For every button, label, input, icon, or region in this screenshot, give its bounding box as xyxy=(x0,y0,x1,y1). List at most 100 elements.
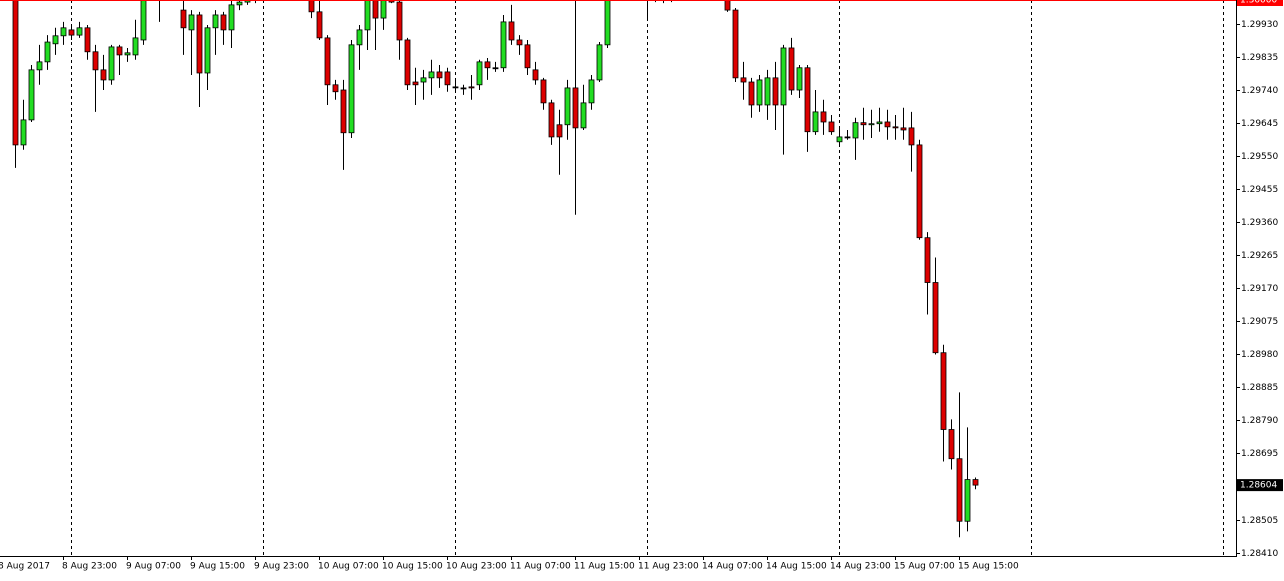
price-line-label-box xyxy=(1237,0,1283,6)
candle-body xyxy=(436,71,443,79)
last-price-label: 1.28604 xyxy=(1240,481,1277,491)
candle-body xyxy=(844,136,851,139)
x-tick-label: 8 Aug 2017 xyxy=(0,562,50,572)
candle-body xyxy=(332,84,339,93)
y-tick-label: 1.29835 xyxy=(1241,53,1278,63)
candle-body xyxy=(132,37,139,56)
y-tick-label: 1.28410 xyxy=(1241,549,1278,559)
candle-body xyxy=(92,51,99,71)
plot-area xyxy=(0,0,1236,556)
candle-body xyxy=(772,77,779,106)
candle-body xyxy=(356,29,363,46)
candle-body xyxy=(212,14,219,29)
candle-body xyxy=(964,479,971,522)
x-tick-label: 9 Aug 07:00 xyxy=(126,562,181,572)
candle-body xyxy=(324,37,331,86)
price-line-label: 1.30000 xyxy=(1240,0,1277,6)
candle-body xyxy=(468,86,475,89)
x-tick-label: 15 Aug 07:00 xyxy=(894,562,955,572)
candle-body xyxy=(316,11,323,39)
x-tick-label: 11 Aug 07:00 xyxy=(510,562,571,572)
candle-body xyxy=(932,282,939,354)
x-tick-label: 14 Aug 15:00 xyxy=(766,562,827,572)
y-tick-label: 1.28885 xyxy=(1241,383,1278,393)
candle-body xyxy=(28,69,35,121)
candle-body xyxy=(68,29,75,36)
candle-body xyxy=(756,79,763,106)
candle-body xyxy=(412,81,419,86)
candle-body xyxy=(836,136,843,143)
candle-body xyxy=(900,127,907,131)
x-tick-label: 10 Aug 15:00 xyxy=(382,562,443,572)
x-tick-label: 14 Aug 23:00 xyxy=(830,562,891,572)
candle-body xyxy=(908,127,915,146)
candle-body xyxy=(196,14,203,74)
candle-body xyxy=(588,79,595,104)
y-tick-label: 1.28790 xyxy=(1241,416,1278,426)
candle-body xyxy=(732,9,739,79)
y-tick-label: 1.29930 xyxy=(1241,20,1278,30)
candle-body xyxy=(204,27,211,74)
last-price-box xyxy=(1237,479,1283,492)
candle-body xyxy=(220,14,227,31)
candle-body xyxy=(972,479,979,486)
y-tick-label: 1.29170 xyxy=(1241,284,1278,294)
candle-body xyxy=(484,61,491,69)
candle-body xyxy=(548,102,555,138)
candle-body xyxy=(44,41,51,63)
candle-body xyxy=(228,4,235,31)
candle-body xyxy=(540,79,547,104)
candle-body xyxy=(780,47,787,106)
candle-body xyxy=(36,61,43,71)
candle-body xyxy=(236,1,243,6)
candle-body xyxy=(308,0,315,13)
candle-body xyxy=(100,69,107,81)
candle-body xyxy=(852,122,859,139)
candle-body xyxy=(524,44,531,69)
candle-body xyxy=(404,39,411,86)
candle-body xyxy=(580,102,587,129)
candle-body xyxy=(340,89,347,134)
candle-body xyxy=(492,67,499,70)
candle-body xyxy=(884,121,891,128)
x-tick-label: 14 Aug 07:00 xyxy=(702,562,763,572)
candle-body xyxy=(804,67,811,133)
candle-body xyxy=(380,0,387,19)
candle-body xyxy=(916,144,923,239)
candle-body xyxy=(860,122,867,126)
candle-body xyxy=(460,87,467,90)
candle-body xyxy=(348,44,355,134)
candle-body xyxy=(508,21,515,41)
candle-body xyxy=(876,121,883,125)
candle-body xyxy=(956,458,963,522)
x-tick-label: 11 Aug 23:00 xyxy=(638,562,699,572)
candle-body xyxy=(812,111,819,133)
candle-body xyxy=(396,1,403,41)
candle-body xyxy=(476,61,483,86)
candle-body xyxy=(428,71,435,79)
candle-body xyxy=(388,0,395,3)
candle-body xyxy=(84,27,91,53)
candle-body xyxy=(572,87,579,129)
candle-body xyxy=(828,121,835,133)
candle-body xyxy=(924,237,931,283)
candle-body xyxy=(868,123,875,126)
candle-body xyxy=(564,87,571,126)
candle-body xyxy=(740,77,747,83)
y-tick-label: 1.28695 xyxy=(1241,449,1278,459)
y-tick-label: 1.29360 xyxy=(1241,218,1278,228)
candle-body xyxy=(948,429,955,460)
candle-body xyxy=(820,111,827,123)
x-tick-label: 15 Aug 15:00 xyxy=(958,562,1019,572)
candle-body xyxy=(444,71,451,86)
candle-body xyxy=(12,0,19,146)
candle-body xyxy=(188,14,195,31)
candle-body xyxy=(124,52,131,56)
candle-body xyxy=(556,124,563,138)
candle-body xyxy=(796,67,803,91)
y-tick-label: 1.29075 xyxy=(1241,317,1278,327)
